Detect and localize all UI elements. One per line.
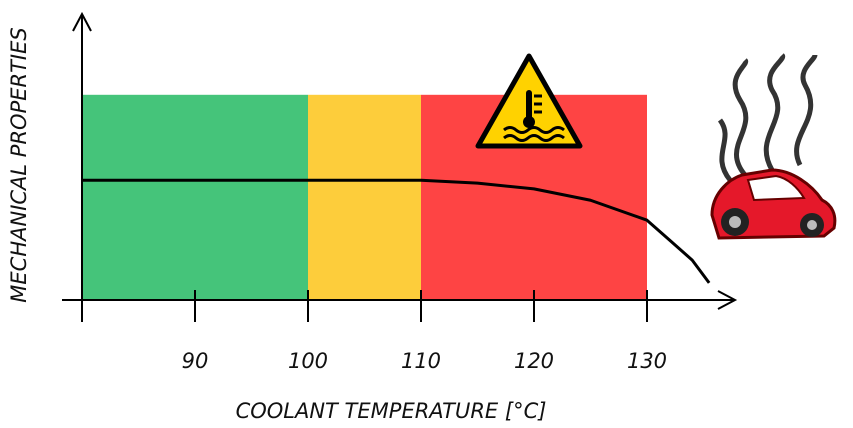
overheating-car-icon [710, 53, 837, 240]
ticks: 90 100 110 120 130 [182, 290, 667, 373]
property-curve [82, 178, 711, 284]
curve-layer [82, 178, 711, 284]
x-axis-label: COOLANT TEMPERATURE [°C] [236, 399, 547, 423]
x-tick-label: 90 [182, 349, 209, 373]
axes [62, 11, 738, 322]
warning-icon [475, 53, 583, 149]
zone [308, 94, 421, 300]
y-axis-label: MECHANICAL PROPERTIES [7, 27, 31, 302]
x-tick-label: 120 [514, 349, 554, 373]
y-axis-arrow [72, 11, 92, 32]
zones [82, 94, 647, 300]
x-tick-label: 110 [401, 349, 441, 373]
zone [82, 94, 308, 300]
x-tick-label: 130 [627, 349, 667, 373]
x-axis-arrow [717, 290, 738, 310]
x-tick-label: 100 [288, 349, 328, 373]
